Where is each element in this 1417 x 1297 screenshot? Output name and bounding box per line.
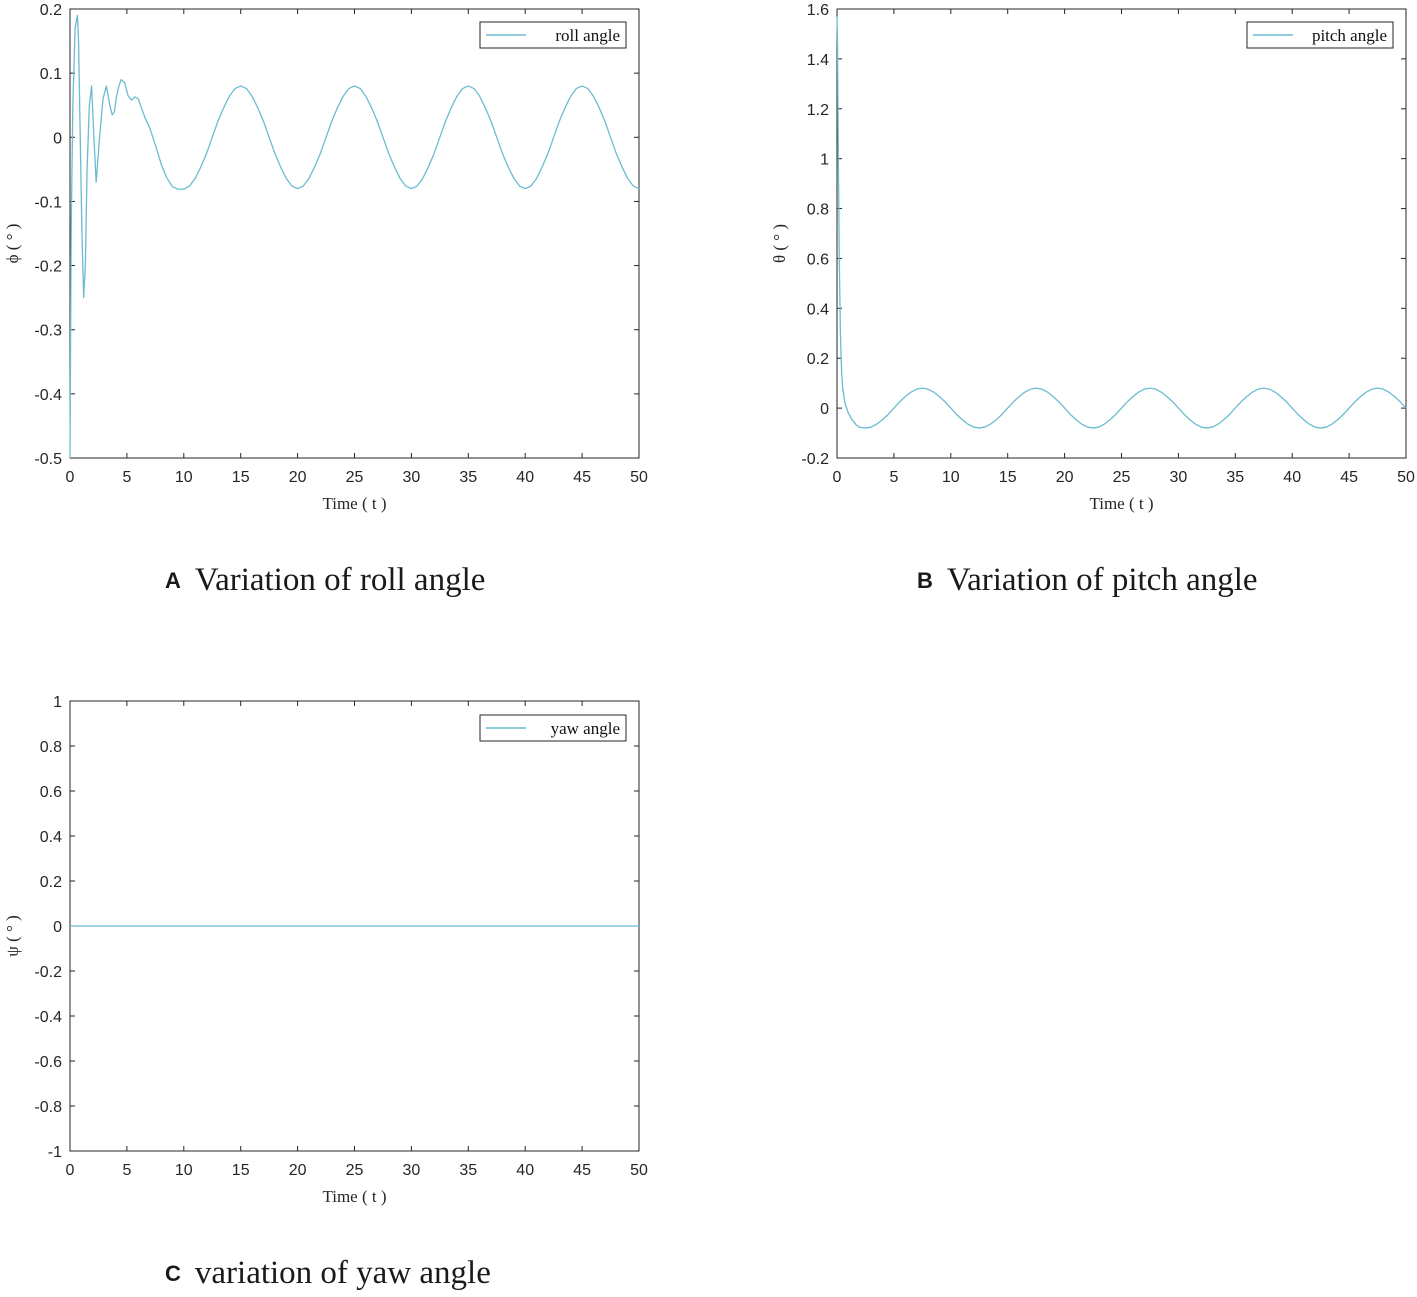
- caption-a: A Variation of roll angle: [165, 562, 485, 599]
- x-tick-label: 10: [175, 1162, 193, 1179]
- x-tick-label: 15: [999, 469, 1017, 486]
- y-axis-label: ϕ ( ° ): [3, 224, 22, 264]
- y-tick-label: -0.4: [34, 1009, 62, 1026]
- y-tick-label: 0: [53, 130, 62, 147]
- x-tick-label: 30: [403, 1162, 421, 1179]
- y-tick-label: -0.4: [34, 387, 62, 404]
- caption-b-text: Variation of pitch angle: [946, 562, 1258, 598]
- x-tick-label: 35: [459, 469, 477, 486]
- y-tick-label: 0: [820, 401, 829, 418]
- y-tick-label: 1: [820, 152, 829, 169]
- x-tick-label: 20: [289, 1162, 307, 1179]
- caption-c-text: variation of yaw angle: [194, 1255, 491, 1291]
- x-tick-label: 45: [573, 469, 591, 486]
- caption-a-text: Variation of roll angle: [194, 562, 486, 598]
- x-tick-label: 5: [122, 1162, 131, 1179]
- x-tick-label: 5: [889, 469, 898, 486]
- y-tick-label: -0.8: [34, 1099, 62, 1116]
- x-tick-label: 25: [346, 469, 364, 486]
- x-axis-label: Time ( t ): [322, 494, 386, 513]
- chart-b: 0 5 10 15 20 25 30 35 40 45 50-0.200.20.40.60.811.…: [770, 2, 1415, 513]
- legend-label: pitch angle: [1312, 26, 1387, 45]
- legend-label: yaw angle: [551, 719, 620, 738]
- y-tick-label: 0.1: [40, 66, 62, 83]
- y-tick-label: 1: [53, 694, 62, 711]
- x-tick-label: 25: [346, 1162, 364, 1179]
- y-tick-label: -0.3: [34, 323, 62, 340]
- x-tick-label: 20: [289, 469, 307, 486]
- x-tick-label: 50: [1397, 469, 1415, 486]
- plot-frame: [69, 8, 640, 459]
- x-axis-label: Time ( t ): [322, 1187, 386, 1206]
- y-tick-label: 0: [53, 919, 62, 936]
- y-tick-label: 0.4: [807, 301, 829, 318]
- y-tick-label: -0.1: [34, 194, 62, 211]
- x-axis-label: Time ( t ): [1089, 494, 1153, 513]
- panel-letter-c: C: [165, 1261, 181, 1286]
- x-tick-label: 15: [232, 469, 250, 486]
- y-tick-label: 0.8: [807, 202, 829, 219]
- chart-a: 0 5 10 15 20 25 30 35 40 45 50 -0.5 -0.4 -0.3 -0.2 -0.1…: [3, 2, 648, 513]
- y-axis-label: ψ ( ° ): [3, 915, 22, 957]
- x-tick-label: 0: [66, 469, 75, 486]
- x-tick-label: 20: [1056, 469, 1074, 486]
- y-tick-label: 0.2: [40, 874, 62, 891]
- x-tick-label: 40: [1283, 469, 1301, 486]
- x-tick-label: 45: [1340, 469, 1358, 486]
- series-line-1: [69, 14, 640, 459]
- y-tick-label: -0.5: [34, 451, 62, 468]
- x-tick-label: 25: [1113, 469, 1131, 486]
- y-tick-label: 0.2: [807, 351, 829, 368]
- y-tick-label: 1.4: [807, 52, 829, 69]
- y-tick-label: 1.2: [807, 102, 829, 119]
- y-tick-label: -0.2: [34, 964, 62, 981]
- y-tick-label: 0.6: [807, 251, 829, 268]
- x-tick-label: 0: [833, 469, 842, 486]
- x-tick-label: 5: [122, 469, 131, 486]
- y-axis-label: θ ( ° ): [770, 224, 789, 263]
- y-tick-label: 0.8: [40, 739, 62, 756]
- x-tick-label: 0: [66, 1162, 75, 1179]
- caption-b: B Variation of pitch angle: [917, 562, 1258, 599]
- plot-frame: [836, 8, 1407, 459]
- x-tick-label: 30: [1170, 469, 1188, 486]
- y-tick-label: 0.2: [40, 2, 62, 19]
- panel-letter-b: B: [917, 568, 933, 593]
- x-tick-label: 35: [1226, 469, 1244, 486]
- series-line-1: [836, 16, 1407, 429]
- y-tick-label: -0.2: [34, 259, 62, 276]
- y-tick-label: -1: [48, 1144, 62, 1161]
- x-tick-label: 40: [516, 469, 534, 486]
- y-tick-label: -0.2: [801, 451, 829, 468]
- chart-c: 0 5 10 15 20 25 30 35 40 45 50 -1 -0.8 -0.6 -0.4 -0.2 0 0…: [3, 694, 648, 1206]
- y-tick-label: 0.6: [40, 784, 62, 801]
- x-tick-label: 40: [516, 1162, 534, 1179]
- x-tick-label: 10: [175, 469, 193, 486]
- y-tick-label: 1.6: [807, 2, 829, 19]
- y-tick-label: 0.4: [40, 829, 62, 846]
- x-tick-label: 45: [573, 1162, 591, 1179]
- x-tick-label: 50: [630, 1162, 648, 1179]
- x-tick-label: 10: [942, 469, 960, 486]
- y-tick-label: -0.6: [34, 1054, 62, 1071]
- x-tick-label: 50: [630, 469, 648, 486]
- x-tick-label: 15: [232, 1162, 250, 1179]
- x-tick-label: 30: [403, 469, 421, 486]
- x-tick-label: 35: [459, 1162, 477, 1179]
- legend-label: roll angle: [555, 26, 620, 45]
- panel-letter-a: A: [165, 568, 181, 593]
